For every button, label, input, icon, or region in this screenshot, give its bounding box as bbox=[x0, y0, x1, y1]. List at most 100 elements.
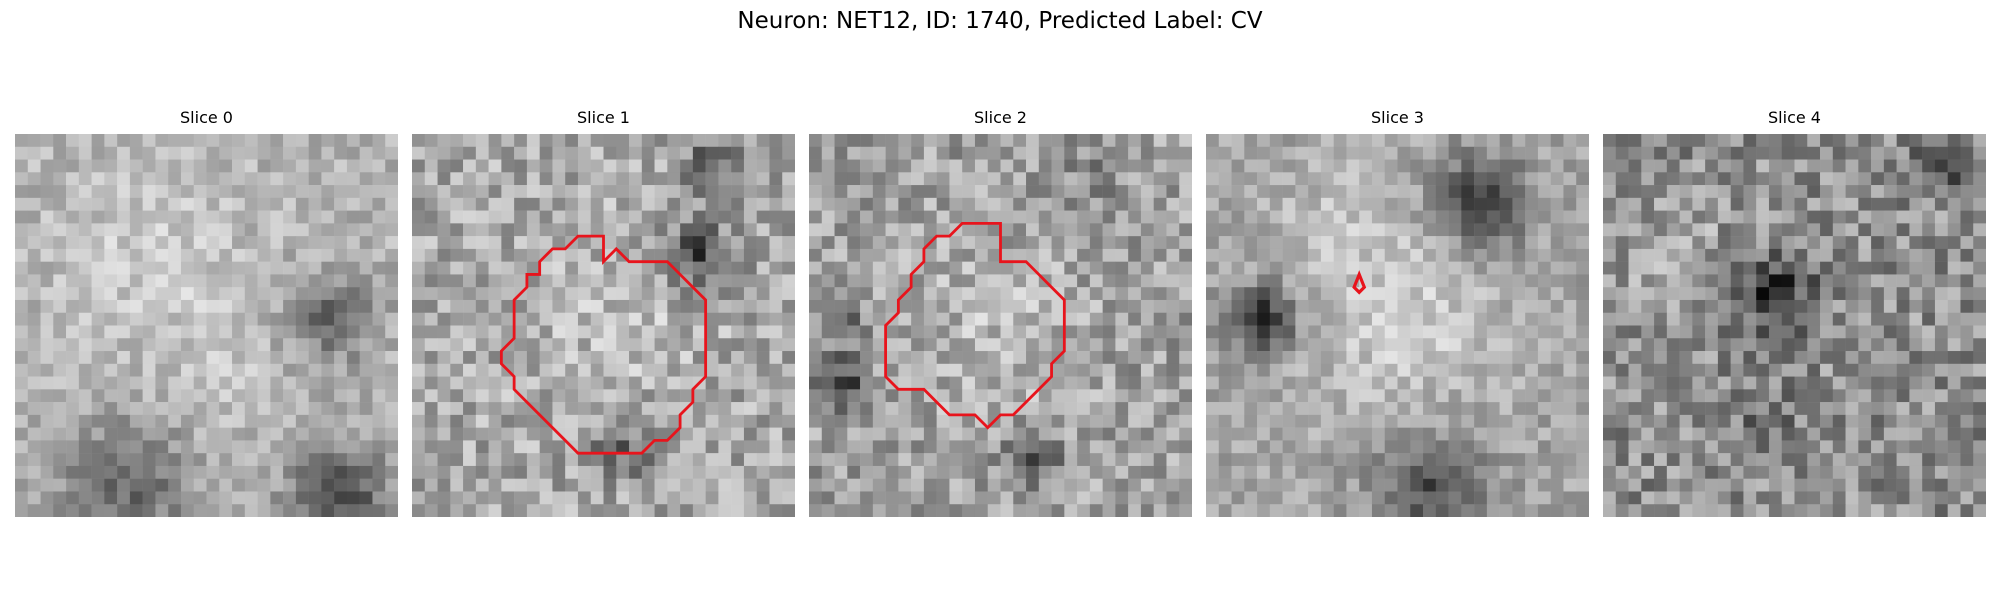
image-pixel bbox=[1960, 478, 1974, 492]
image-pixel bbox=[1603, 325, 1617, 339]
image-pixel bbox=[1206, 134, 1220, 148]
image-pixel bbox=[577, 261, 591, 275]
image-pixel bbox=[565, 146, 579, 160]
image-pixel bbox=[40, 351, 54, 365]
image-pixel bbox=[450, 197, 464, 211]
image-pixel bbox=[1922, 197, 1936, 211]
image-pixel bbox=[501, 210, 515, 224]
image-pixel bbox=[885, 159, 899, 173]
image-pixel bbox=[295, 389, 309, 403]
image-pixel bbox=[308, 427, 322, 441]
image-pixel bbox=[1231, 351, 1245, 365]
image-pixel bbox=[1654, 172, 1668, 186]
image-pixel bbox=[1000, 363, 1014, 377]
image-pixel bbox=[1550, 159, 1564, 173]
image-pixel bbox=[1423, 312, 1437, 326]
image-pixel bbox=[1026, 453, 1040, 467]
image-pixel bbox=[834, 414, 848, 428]
image-pixel bbox=[1499, 248, 1513, 262]
image-pixel bbox=[15, 427, 29, 441]
image-pixel bbox=[412, 427, 426, 441]
image-pixel bbox=[565, 299, 579, 313]
image-pixel bbox=[1435, 465, 1449, 479]
slice-title: Slice 4 bbox=[1768, 108, 1821, 127]
image-pixel bbox=[847, 287, 861, 301]
image-pixel bbox=[1781, 261, 1795, 275]
image-pixel bbox=[1218, 453, 1232, 467]
image-pixel bbox=[437, 146, 451, 160]
image-pixel bbox=[1730, 376, 1744, 390]
image-pixel bbox=[1269, 248, 1283, 262]
image-pixel bbox=[1820, 465, 1834, 479]
image-pixel bbox=[1603, 478, 1617, 492]
image-pixel bbox=[463, 338, 477, 352]
image-pixel bbox=[1896, 185, 1910, 199]
image-pixel bbox=[1756, 210, 1770, 224]
image-pixel bbox=[1153, 134, 1167, 148]
image-pixel bbox=[860, 274, 874, 288]
image-pixel bbox=[117, 504, 131, 517]
image-pixel bbox=[142, 478, 156, 492]
image-pixel bbox=[1960, 338, 1974, 352]
image-pixel bbox=[1781, 478, 1795, 492]
image-pixel bbox=[155, 363, 169, 377]
image-pixel bbox=[911, 312, 925, 326]
image-pixel bbox=[142, 274, 156, 288]
image-pixel bbox=[1603, 261, 1617, 275]
image-pixel bbox=[1269, 172, 1283, 186]
image-pixel bbox=[308, 287, 322, 301]
image-pixel bbox=[142, 351, 156, 365]
image-pixel bbox=[1244, 223, 1258, 237]
image-pixel bbox=[872, 287, 886, 301]
image-pixel bbox=[180, 185, 194, 199]
image-pixel bbox=[692, 427, 706, 441]
image-pixel bbox=[27, 325, 41, 339]
image-pixel bbox=[1525, 325, 1539, 339]
image-pixel bbox=[1537, 274, 1551, 288]
image-pixel bbox=[769, 312, 783, 326]
image-pixel bbox=[1346, 159, 1360, 173]
image-pixel bbox=[1615, 146, 1629, 160]
image-pixel bbox=[1973, 185, 1986, 199]
image-pixel bbox=[667, 146, 681, 160]
image-pixel bbox=[244, 134, 258, 148]
image-pixel bbox=[1410, 210, 1424, 224]
image-pixel bbox=[1038, 134, 1052, 148]
image-pixel bbox=[936, 440, 950, 454]
image-pixel bbox=[1922, 159, 1936, 173]
image-pixel bbox=[1781, 325, 1795, 339]
image-pixel bbox=[270, 402, 284, 416]
image-pixel bbox=[1666, 504, 1680, 517]
image-pixel bbox=[206, 453, 220, 467]
image-pixel bbox=[898, 440, 912, 454]
image-pixel bbox=[1333, 389, 1347, 403]
image-pixel bbox=[1896, 248, 1910, 262]
image-pixel bbox=[1013, 146, 1027, 160]
image-pixel bbox=[257, 440, 271, 454]
image-pixel bbox=[1423, 402, 1437, 416]
image-pixel bbox=[27, 440, 41, 454]
image-pixel bbox=[590, 427, 604, 441]
image-pixel bbox=[1512, 389, 1526, 403]
image-pixel bbox=[692, 440, 706, 454]
image-pixel bbox=[1269, 261, 1283, 275]
image-pixel bbox=[1883, 325, 1897, 339]
image-pixel bbox=[142, 185, 156, 199]
image-pixel bbox=[1295, 172, 1309, 186]
image-pixel bbox=[1102, 261, 1116, 275]
image-pixel bbox=[219, 453, 233, 467]
image-pixel bbox=[1807, 440, 1821, 454]
image-pixel bbox=[475, 465, 489, 479]
image-pixel bbox=[334, 197, 348, 211]
image-pixel bbox=[1692, 427, 1706, 441]
image-pixel bbox=[1883, 172, 1897, 186]
image-pixel bbox=[180, 465, 194, 479]
image-pixel bbox=[782, 351, 795, 365]
image-pixel bbox=[1128, 134, 1142, 148]
image-pixel bbox=[1537, 351, 1551, 365]
image-pixel bbox=[450, 134, 464, 148]
image-pixel bbox=[1692, 376, 1706, 390]
image-pixel bbox=[577, 248, 591, 262]
image-pixel bbox=[1423, 223, 1437, 237]
image-pixel bbox=[641, 504, 655, 517]
